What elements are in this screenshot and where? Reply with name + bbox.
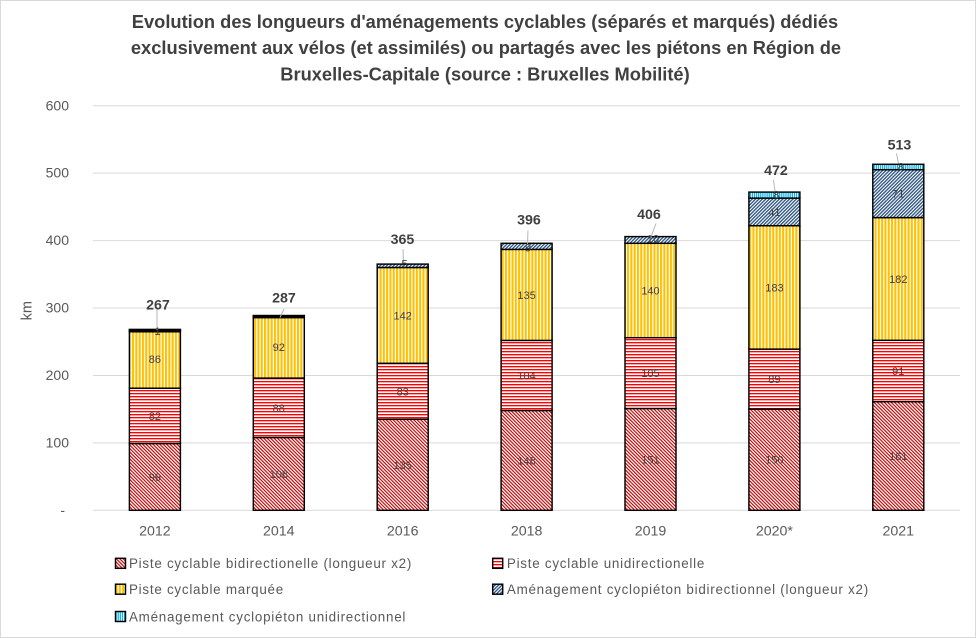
svg-text:83: 83	[397, 386, 409, 398]
svg-text:108: 108	[270, 469, 288, 481]
svg-text:Aménagement cyclopiéton unidir: Aménagement cyclopiéton unidirectionnel	[129, 609, 406, 624]
svg-text:513: 513	[888, 137, 912, 153]
svg-text:9: 9	[525, 242, 531, 254]
svg-text:500: 500	[46, 165, 70, 181]
svg-text:2018: 2018	[511, 523, 543, 539]
svg-text:600: 600	[46, 97, 70, 113]
svg-text:km: km	[20, 301, 36, 320]
svg-text:71: 71	[892, 189, 904, 201]
svg-text:161: 161	[889, 451, 907, 463]
svg-text:105: 105	[641, 368, 659, 380]
svg-text:100: 100	[46, 434, 70, 450]
svg-text:41: 41	[768, 207, 780, 219]
svg-text:300: 300	[46, 300, 70, 316]
svg-text:148: 148	[517, 455, 535, 467]
svg-text:142: 142	[394, 310, 412, 322]
svg-text:2019: 2019	[635, 523, 667, 539]
svg-text:267: 267	[146, 298, 170, 314]
svg-text:Piste cyclable marquée: Piste cyclable marquée	[129, 582, 284, 597]
svg-text:Aménagement cyclopiéton bidire: Aménagement cyclopiéton bidirectionnel (…	[507, 582, 869, 597]
svg-text:2021: 2021	[883, 523, 915, 539]
svg-text:365: 365	[391, 232, 415, 248]
svg-text:406: 406	[637, 207, 661, 223]
svg-text:1: 1	[154, 326, 160, 338]
svg-text:82: 82	[149, 411, 161, 423]
svg-text:Evolution des longueurs d'amén: Evolution des longueurs d'aménagements c…	[132, 11, 838, 32]
svg-text:183: 183	[765, 282, 783, 294]
svg-text:89: 89	[768, 374, 780, 386]
svg-text:396: 396	[517, 213, 541, 229]
svg-text:2012: 2012	[139, 523, 171, 539]
svg-text:-: -	[60, 502, 65, 518]
svg-text:Bruxelles-Capitale (source : B: Bruxelles-Capitale (source : Bruxelles M…	[280, 63, 689, 84]
svg-text:182: 182	[889, 274, 907, 286]
svg-text:exclusivement aux vélos (et as: exclusivement aux vélos (et assimilés) o…	[131, 37, 841, 58]
svg-text:150: 150	[765, 455, 783, 467]
svg-text:10: 10	[647, 233, 659, 245]
svg-text:8: 8	[773, 190, 779, 202]
svg-text:472: 472	[764, 163, 788, 179]
svg-text:2020*: 2020*	[756, 523, 794, 539]
svg-text:151: 151	[641, 454, 659, 466]
svg-text:Piste cyclable unidirectionell: Piste cyclable unidirectionelle	[507, 556, 705, 571]
svg-text:88: 88	[273, 403, 285, 415]
svg-text:200: 200	[46, 367, 70, 383]
svg-text:91: 91	[892, 366, 904, 378]
svg-text:135: 135	[517, 290, 535, 302]
svg-text:140: 140	[641, 286, 659, 298]
svg-text:135: 135	[394, 460, 412, 472]
svg-text:104: 104	[517, 371, 535, 383]
svg-text:287: 287	[272, 291, 296, 307]
svg-text:Piste cyclable bidirectionelle: Piste cyclable bidirectionelle (longueur…	[129, 556, 412, 571]
svg-text:99: 99	[149, 472, 161, 484]
svg-text:8: 8	[898, 162, 904, 174]
svg-text:2016: 2016	[387, 523, 419, 539]
svg-text:2014: 2014	[263, 523, 295, 539]
svg-text:5: 5	[401, 258, 407, 270]
svg-text:92: 92	[273, 342, 285, 354]
svg-text:86: 86	[149, 354, 161, 366]
svg-text:400: 400	[46, 232, 70, 248]
